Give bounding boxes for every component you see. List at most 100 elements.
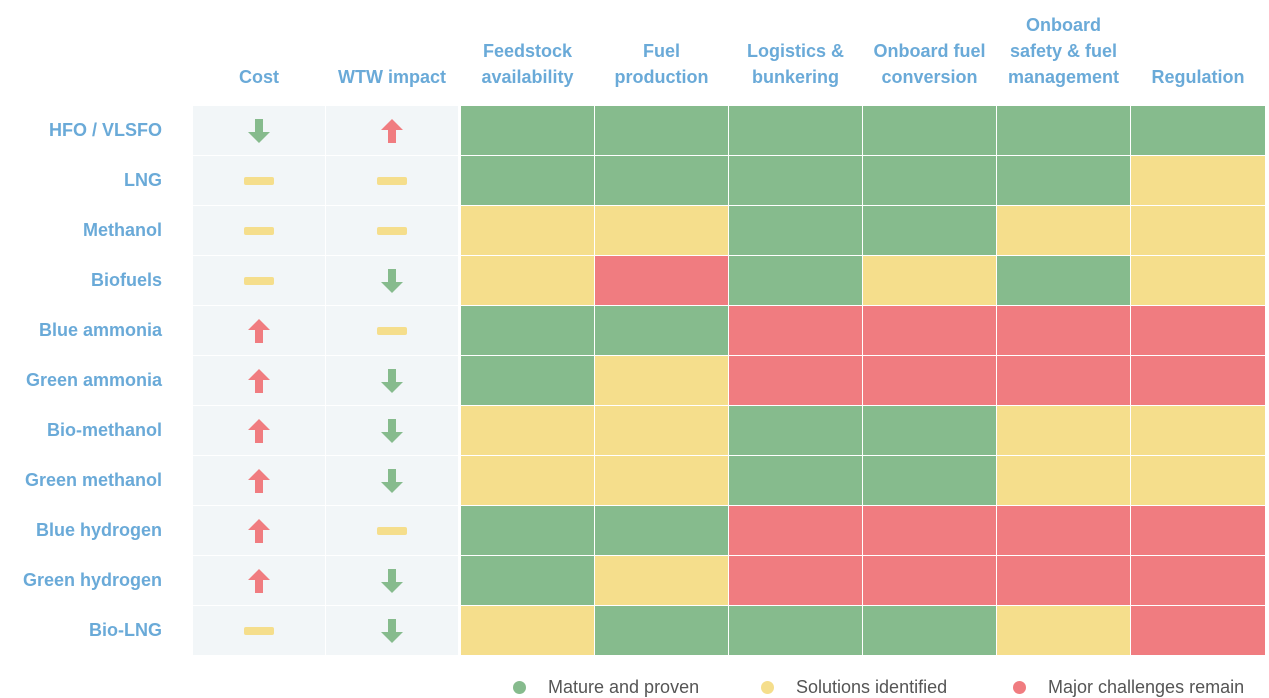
rating-cell xyxy=(863,106,996,155)
rating-cell xyxy=(595,456,728,505)
rating-cell xyxy=(997,506,1130,555)
rating-cell xyxy=(997,256,1130,305)
row-label: Biofuels xyxy=(90,270,162,290)
rating-cell xyxy=(1131,506,1265,555)
trend-icon xyxy=(381,419,403,443)
trend-icon xyxy=(248,519,270,543)
column-header: WTW impact xyxy=(338,67,446,87)
rating-cell xyxy=(997,106,1130,155)
row-label: Blue ammonia xyxy=(38,320,162,340)
rating-cell xyxy=(863,556,996,605)
rating-cell xyxy=(863,506,996,555)
column-header: Onboard safety & fuel management xyxy=(1007,15,1120,87)
trend-shape xyxy=(244,177,274,185)
rating-cell xyxy=(595,556,728,605)
rating-cell xyxy=(729,506,862,555)
trend-shape xyxy=(381,569,403,593)
rating-cell xyxy=(863,156,996,205)
rating-cell xyxy=(863,256,996,305)
trend-icon xyxy=(381,569,403,593)
legend-label: Mature and proven xyxy=(548,676,700,697)
legend-swatch xyxy=(1013,680,1026,694)
trend-icon xyxy=(248,369,270,393)
trend-icon xyxy=(244,277,274,285)
trend-icon xyxy=(381,469,403,493)
column-header: Regulation xyxy=(1151,67,1245,87)
row-label: LNG xyxy=(124,170,162,190)
trend-icon xyxy=(377,327,407,335)
trend-icon xyxy=(248,469,270,493)
rating-cell xyxy=(863,406,996,455)
rating-cell xyxy=(595,606,728,655)
trend-shape xyxy=(381,419,403,443)
row-label: HFO / VLSFO xyxy=(48,120,162,140)
trend-shape xyxy=(248,319,270,343)
trend-shape xyxy=(381,469,403,493)
row-label: Blue hydrogen xyxy=(35,520,162,540)
rating-cell xyxy=(461,456,594,505)
trend-icon xyxy=(248,319,270,343)
rating-cell xyxy=(595,156,728,205)
rating-cell xyxy=(863,456,996,505)
rating-cell xyxy=(997,306,1130,355)
trend-shape xyxy=(381,269,403,293)
rating-cell xyxy=(729,206,862,255)
trend-shape xyxy=(377,177,407,185)
trend-icon xyxy=(381,119,403,143)
rating-cell xyxy=(595,356,728,405)
rating-cell xyxy=(997,206,1130,255)
column-header: Fuel production xyxy=(614,41,709,87)
rating-cell xyxy=(1131,406,1265,455)
rating-cell xyxy=(1131,606,1265,655)
rating-cell xyxy=(729,106,862,155)
column-header: Feedstock availability xyxy=(481,41,574,87)
rating-cell xyxy=(729,356,862,405)
trend-shape xyxy=(381,119,403,143)
column-header: Onboard fuel conversion xyxy=(873,41,986,87)
rating-cell xyxy=(1131,456,1265,505)
row-label: Methanol xyxy=(83,220,162,240)
rating-cell xyxy=(1131,306,1265,355)
rating-cell xyxy=(863,356,996,405)
rating-cell xyxy=(461,306,594,355)
rating-cell xyxy=(729,156,862,205)
rating-cell xyxy=(1131,356,1265,405)
trend-shape xyxy=(248,369,270,393)
rating-cell xyxy=(1131,556,1265,605)
rating-cell xyxy=(461,506,594,555)
legend-swatch xyxy=(513,680,526,694)
trend-shape xyxy=(377,327,407,335)
legend-label: Major challenges remain xyxy=(1048,676,1245,697)
trend-shape xyxy=(244,277,274,285)
rating-cell xyxy=(461,406,594,455)
trend-icon xyxy=(244,227,274,235)
rating-cell xyxy=(595,256,728,305)
trend-shape xyxy=(381,369,403,393)
legend-item: Solutions identified xyxy=(761,676,947,698)
row-label: Green ammonia xyxy=(25,370,162,390)
row-label: Green methanol xyxy=(24,470,162,490)
rating-cell xyxy=(595,306,728,355)
rating-cell xyxy=(863,306,996,355)
rating-cell xyxy=(997,156,1130,205)
trend-shape xyxy=(377,527,407,535)
rating-cell xyxy=(1131,256,1265,305)
rating-cell xyxy=(461,156,594,205)
trend-icon xyxy=(244,627,274,635)
row-label: Bio-LNG xyxy=(89,620,162,640)
row-label: Green hydrogen xyxy=(22,570,162,590)
trend-shape xyxy=(248,519,270,543)
trend-icon xyxy=(381,619,403,643)
rating-cell xyxy=(729,256,862,305)
trend-icon xyxy=(381,369,403,393)
trend-shape xyxy=(248,469,270,493)
rating-cell xyxy=(461,356,594,405)
trend-shape xyxy=(248,119,270,143)
trend-icon xyxy=(377,527,407,535)
rating-cell xyxy=(461,206,594,255)
legend-label: Solutions identified xyxy=(796,676,948,697)
rating-cell xyxy=(997,456,1130,505)
trend-shape xyxy=(244,627,274,635)
trend-icon xyxy=(377,177,407,185)
legend-swatch xyxy=(761,680,774,694)
